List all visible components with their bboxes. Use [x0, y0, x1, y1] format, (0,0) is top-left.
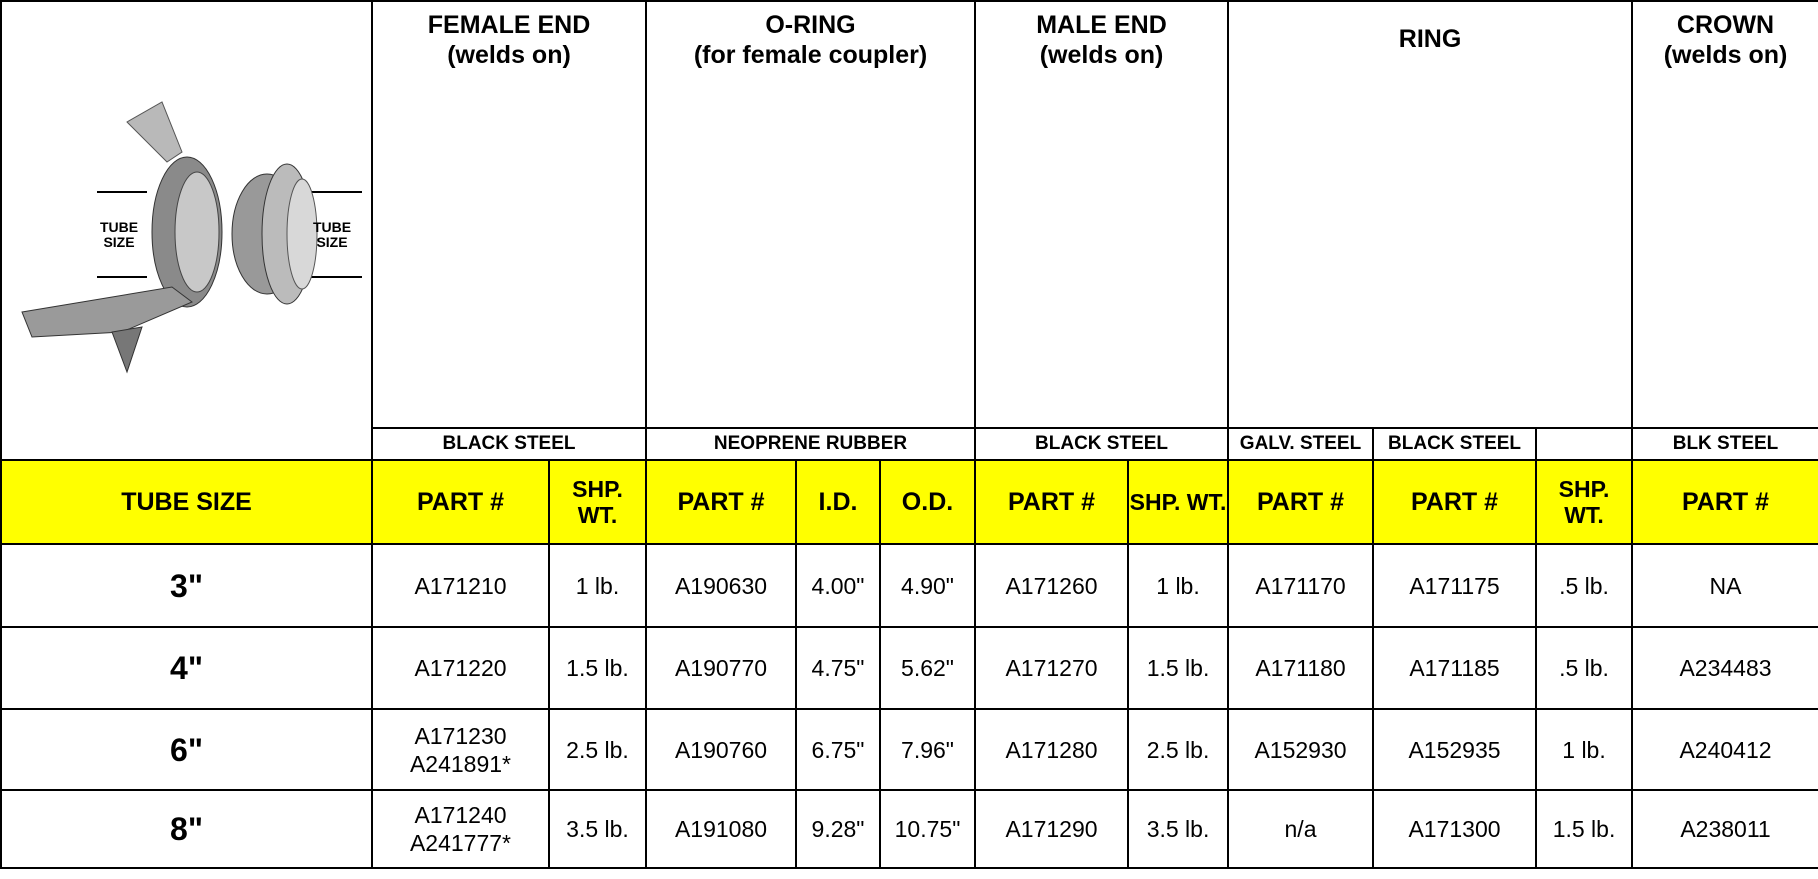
column-header: PART #: [646, 460, 796, 544]
column-header: TUBE SIZE: [1, 460, 372, 544]
cell: 1 lb.: [549, 544, 646, 627]
tube-size: 8": [1, 790, 372, 868]
group-title: RING: [1229, 24, 1631, 54]
o-ring-header: O-RING (for female coupler): [646, 1, 975, 428]
tube-size-label: TUBE SIZE: [307, 220, 357, 250]
group-subtitle: (welds on): [373, 40, 645, 70]
ring-header: RING: [1228, 1, 1632, 428]
tube-size: 3": [1, 544, 372, 627]
column-header: O.D.: [880, 460, 975, 544]
parts-table: TUBE SIZE TUBE SIZE FEMALE END (welds on…: [0, 0, 1818, 869]
group-subtitle: (for female coupler): [647, 40, 974, 70]
cell: 5.62": [880, 627, 975, 709]
cell: 2.5 lb.: [1128, 709, 1228, 790]
cell: 1.5 lb.: [1536, 790, 1632, 868]
cell: A171220: [372, 627, 549, 709]
cell: A234483: [1632, 627, 1818, 709]
cell: A191080: [646, 790, 796, 868]
cell: 4.75": [796, 627, 880, 709]
cell: .5 lb.: [1536, 544, 1632, 627]
female-end-header: FEMALE END (welds on): [372, 1, 646, 428]
cell: 4.00": [796, 544, 880, 627]
cell: A190770: [646, 627, 796, 709]
cell: A171290: [975, 790, 1128, 868]
column-header: PART #: [1632, 460, 1818, 544]
male-end-header: MALE END (welds on): [975, 1, 1228, 428]
column-header: PART #: [1228, 460, 1373, 544]
cell: A171180: [1228, 627, 1373, 709]
column-header: PART #: [975, 460, 1128, 544]
column-header: SHP. WT.: [1536, 460, 1632, 544]
cell: 3.5 lb.: [1128, 790, 1228, 868]
cell: 1.5 lb.: [1128, 627, 1228, 709]
cell: A171280: [975, 709, 1128, 790]
cell: A190630: [646, 544, 796, 627]
column-header: PART #: [372, 460, 549, 544]
cell: A190760: [646, 709, 796, 790]
tube-size-label: TUBE SIZE: [94, 220, 144, 250]
cell: A171300: [1373, 790, 1536, 868]
material: GALV. STEEL: [1228, 428, 1373, 460]
group-subtitle: (welds on): [976, 40, 1227, 70]
cell: 10.75": [880, 790, 975, 868]
cell: A171230 A241891*: [372, 709, 549, 790]
material: BLK STEEL: [1632, 428, 1818, 460]
column-header: SHP. WT.: [1128, 460, 1228, 544]
group-title: MALE END: [976, 10, 1227, 40]
material: BLACK STEEL: [1373, 428, 1536, 460]
cell: n/a: [1228, 790, 1373, 868]
group-title: O-RING: [647, 10, 974, 40]
material: BLACK STEEL: [975, 428, 1228, 460]
cell: A171270: [975, 627, 1128, 709]
cell: A152935: [1373, 709, 1536, 790]
cell: 6.75": [796, 709, 880, 790]
tube-size: 4": [1, 627, 372, 709]
cell: 7.96": [880, 709, 975, 790]
column-header: I.D.: [796, 460, 880, 544]
cell: 2.5 lb.: [549, 709, 646, 790]
column-header: SHP. WT.: [549, 460, 646, 544]
cell: A171210: [372, 544, 549, 627]
material: NEOPRENE RUBBER: [646, 428, 975, 460]
material: BLACK STEEL: [372, 428, 646, 460]
cell: A240412: [1632, 709, 1818, 790]
cell: 4.90": [880, 544, 975, 627]
cell: A171185: [1373, 627, 1536, 709]
cell: 9.28": [796, 790, 880, 868]
group-title: FEMALE END: [373, 10, 645, 40]
coupler-photo-cell: TUBE SIZE TUBE SIZE: [1, 1, 372, 460]
cell: 3.5 lb.: [549, 790, 646, 868]
group-title: CROWN: [1633, 10, 1818, 40]
cell: A171175: [1373, 544, 1536, 627]
cell: A152930: [1228, 709, 1373, 790]
group-subtitle: (welds on): [1633, 40, 1818, 70]
cell: A238011: [1632, 790, 1818, 868]
cell: NA: [1632, 544, 1818, 627]
cell: A171260: [975, 544, 1128, 627]
cell: A171170: [1228, 544, 1373, 627]
material-empty: [1536, 428, 1632, 460]
crown-header: CROWN (welds on): [1632, 1, 1818, 428]
cell: 1 lb.: [1128, 544, 1228, 627]
cell: A171240 A241777*: [372, 790, 549, 868]
column-header: PART #: [1373, 460, 1536, 544]
page: TUBE SIZE TUBE SIZE FEMALE END (welds on…: [0, 0, 1818, 879]
cell: .5 lb.: [1536, 627, 1632, 709]
cell: 1.5 lb.: [549, 627, 646, 709]
tube-size: 6": [1, 709, 372, 790]
cell: 1 lb.: [1536, 709, 1632, 790]
ring-drawing: [1229, 2, 1632, 427]
